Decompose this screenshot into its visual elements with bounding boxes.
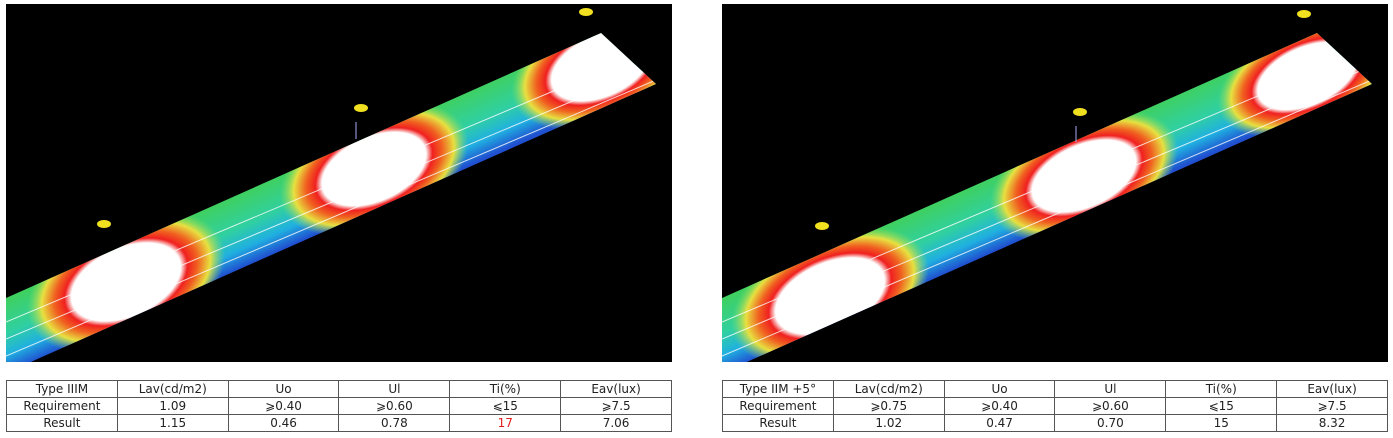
result-table: Type IIIM Lav(cd/m2) Uo Ul Ti(%) Eav(lux) Req… [6, 380, 672, 432]
cell: ⩽15 [449, 397, 562, 415]
cell: 0.70 [1054, 414, 1167, 432]
cell: 8.32 [1276, 414, 1388, 432]
cell: ⩾0.60 [1054, 397, 1167, 415]
header-cell: Type IIIM [6, 380, 118, 398]
cell: Requirement [6, 397, 118, 415]
cell: Result [722, 414, 834, 432]
header-cell: Uo [227, 380, 340, 398]
cell: 0.46 [227, 414, 340, 432]
cell: Result [6, 414, 118, 432]
lighting-render [6, 4, 672, 362]
cell: ⩾0.60 [338, 397, 451, 415]
header-cell: Eav(lux) [560, 380, 672, 398]
cell: 1.15 [116, 414, 229, 432]
cell: 0.78 [338, 414, 451, 432]
cell: 1.09 [116, 397, 229, 415]
cell: ⩽15 [1165, 397, 1278, 415]
cell: ⩾7.5 [1276, 397, 1388, 415]
header-cell: Ti(%) [1165, 380, 1278, 398]
cell: Requirement [722, 397, 834, 415]
cell: ⩾0.40 [227, 397, 340, 415]
header-cell: Lav(cd/m2) [832, 380, 945, 398]
cell: 0.47 [943, 414, 1056, 432]
lighting-render [722, 4, 1388, 362]
header-cell: Eav(lux) [1276, 380, 1388, 398]
cell: 7.06 [560, 414, 672, 432]
header-cell: Type IIM +5° [722, 380, 834, 398]
cell: ⩾0.40 [943, 397, 1056, 415]
result-table: Type IIM +5° Lav(cd/m2) Uo Ul Ti(%) Eav(lux) … [722, 380, 1388, 432]
header-cell: Ul [338, 380, 451, 398]
header-cell: Uo [943, 380, 1056, 398]
cell: ⩾0.75 [832, 397, 945, 415]
cell: ⩾7.5 [560, 397, 672, 415]
header-cell: Ul [1054, 380, 1167, 398]
header-cell: Lav(cd/m2) [116, 380, 229, 398]
cell: 15 [1165, 414, 1278, 432]
cell: 17 [449, 414, 562, 432]
header-cell: Ti(%) [449, 380, 562, 398]
cell: 1.02 [832, 414, 945, 432]
